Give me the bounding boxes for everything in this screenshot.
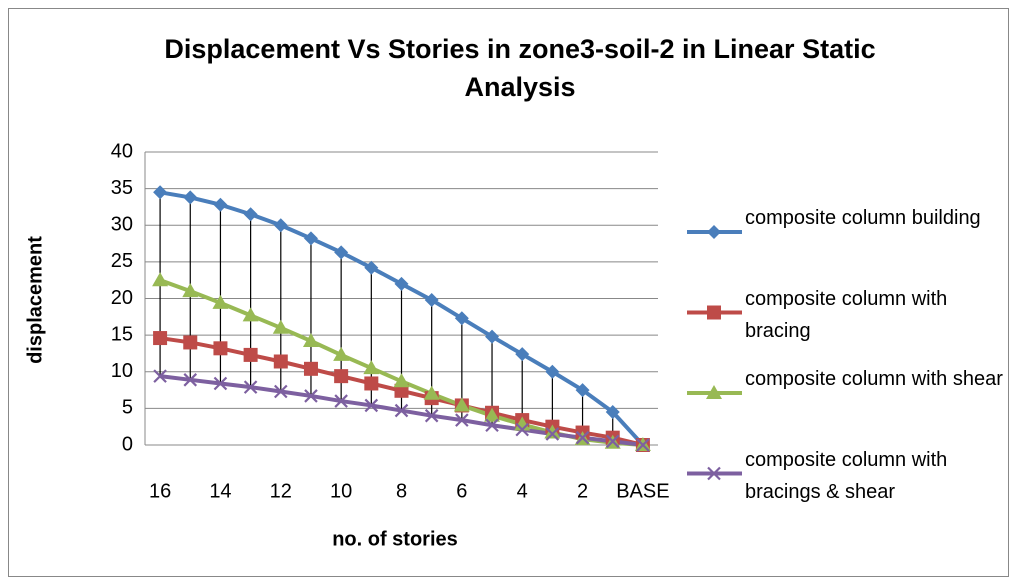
data-point xyxy=(424,408,439,423)
legend-label: composite column building xyxy=(745,207,981,229)
data-point xyxy=(423,385,440,400)
data-point xyxy=(303,231,318,246)
data-point xyxy=(243,347,258,362)
data-point xyxy=(333,346,350,361)
x-tick-label: 6 xyxy=(456,480,467,502)
data-point xyxy=(605,434,620,449)
x-tick-label: 8 xyxy=(396,480,407,502)
data-point xyxy=(304,389,318,403)
data-point xyxy=(212,294,229,309)
chart-border xyxy=(8,8,1009,577)
legend-marker xyxy=(707,466,721,481)
data-point xyxy=(364,376,379,391)
data-point xyxy=(453,397,470,412)
x-tick-label: BASE xyxy=(616,480,669,502)
data-point xyxy=(213,376,228,391)
y-tick-label: 35 xyxy=(111,177,133,199)
data-point xyxy=(242,307,259,322)
y-tick-label: 10 xyxy=(111,360,133,382)
x-tick-label: 2 xyxy=(577,480,588,502)
y-tick-label: 5 xyxy=(122,397,133,419)
data-point xyxy=(364,260,379,275)
data-point xyxy=(484,407,501,422)
data-point xyxy=(152,272,169,287)
y-tick-label: 0 xyxy=(122,433,133,455)
data-point xyxy=(334,369,349,384)
data-point xyxy=(515,422,529,437)
legend-label: composite column with bracing xyxy=(745,287,948,342)
data-point xyxy=(274,384,288,399)
data-point xyxy=(153,331,168,346)
y-tick-label: 15 xyxy=(111,323,133,345)
data-point xyxy=(364,398,379,413)
chart-title: Displacement Vs Stories in zone3-soil-2 … xyxy=(164,34,876,102)
data-point xyxy=(545,427,560,441)
data-point xyxy=(485,329,500,344)
y-tick-label: 25 xyxy=(111,250,133,272)
data-point xyxy=(575,430,590,445)
x-tick-label: 10 xyxy=(330,480,352,502)
data-point xyxy=(334,245,349,260)
data-point xyxy=(363,360,380,375)
y-axis-title: displacement xyxy=(24,236,46,364)
data-point xyxy=(424,292,439,307)
y-tick-label: 20 xyxy=(111,287,133,309)
x-axis-title: no. of stories xyxy=(332,528,458,550)
data-point xyxy=(544,424,561,439)
data-point xyxy=(394,403,409,418)
data-point xyxy=(213,197,228,212)
data-point xyxy=(303,361,318,376)
legend-label: composite column with bracings & shear xyxy=(745,448,948,503)
data-point xyxy=(213,341,228,356)
legend-marker xyxy=(706,385,722,399)
y-tick-label: 40 xyxy=(111,140,133,162)
data-point xyxy=(302,332,319,347)
data-point xyxy=(454,311,469,326)
data-point xyxy=(605,405,620,420)
data-point xyxy=(182,283,199,298)
data-point xyxy=(485,418,499,433)
data-point xyxy=(393,373,410,388)
data-point xyxy=(515,347,530,362)
data-point xyxy=(636,438,650,452)
data-point xyxy=(273,354,288,369)
data-point xyxy=(273,218,288,233)
data-point xyxy=(455,413,469,427)
legend-label: composite column with shear xyxy=(745,368,1003,390)
legend-marker xyxy=(707,225,721,239)
x-tick-label: 14 xyxy=(209,480,231,502)
data-point xyxy=(575,383,590,398)
data-point xyxy=(243,207,258,222)
data-point xyxy=(183,373,198,387)
data-point xyxy=(394,276,409,291)
y-tick-label: 30 xyxy=(111,214,133,236)
data-point xyxy=(272,319,289,334)
data-point xyxy=(153,369,167,383)
data-point xyxy=(545,364,560,379)
data-point xyxy=(153,185,168,200)
x-tick-label: 16 xyxy=(149,480,171,502)
x-tick-label: 4 xyxy=(517,480,528,502)
data-point xyxy=(183,190,198,205)
data-point xyxy=(243,380,258,394)
legend-marker xyxy=(707,305,721,320)
x-tick-label: 12 xyxy=(270,480,292,502)
data-point xyxy=(394,383,409,398)
data-point xyxy=(183,335,198,350)
data-point xyxy=(334,394,348,408)
